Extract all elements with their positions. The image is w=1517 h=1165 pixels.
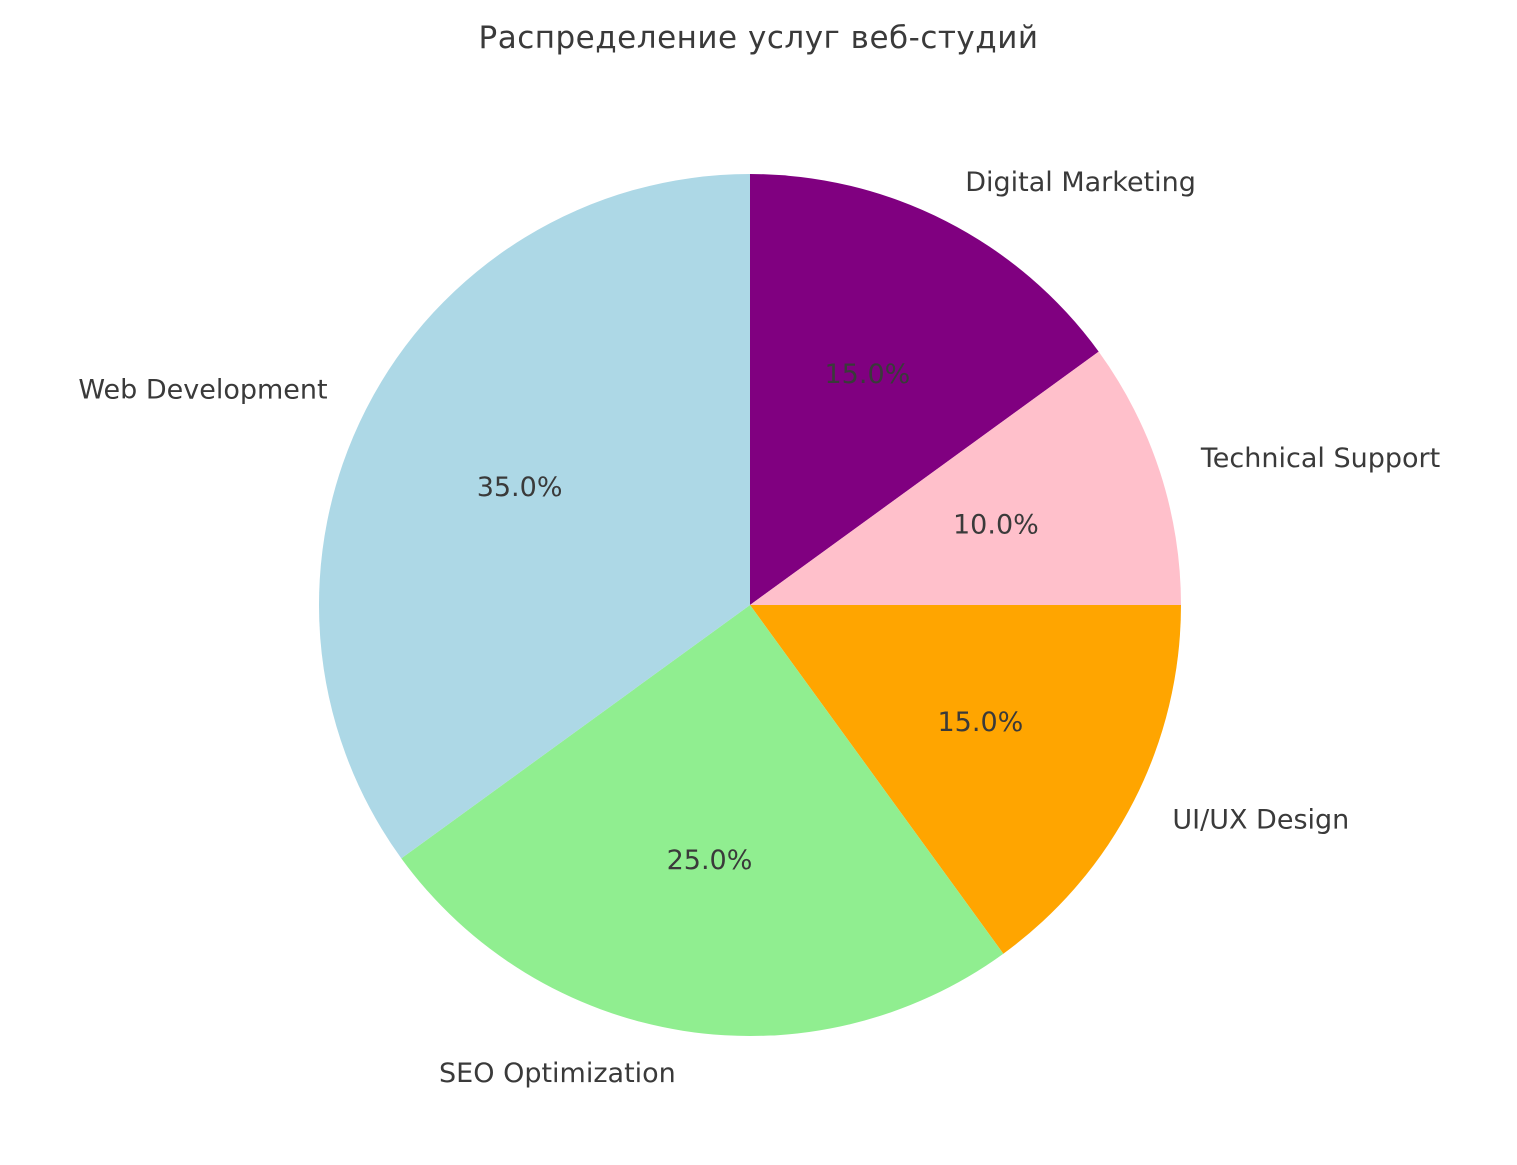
slice-label-web-development: Web Development xyxy=(78,374,327,405)
pie-slice-technical-support xyxy=(750,351,1181,605)
pct-label-seo-optimization: 25.0% xyxy=(667,845,753,876)
slice-label-digital-marketing: Digital Marketing xyxy=(965,167,1196,198)
slice-label-ui-ux-design: UI/UX Design xyxy=(1172,805,1349,836)
pct-label-technical-support: 10.0% xyxy=(953,510,1039,541)
pct-label-ui-ux-design: 15.0% xyxy=(938,707,1024,738)
slice-label-technical-support: Technical Support xyxy=(1200,443,1440,474)
pct-label-digital-marketing: 15.0% xyxy=(825,359,911,390)
pie-slice-seo-optimization xyxy=(401,605,1004,1037)
chart-title: Распределение услуг веб-студий xyxy=(478,20,1039,56)
pie-slice-web-development xyxy=(318,173,750,859)
pie-slice-digital-marketing xyxy=(750,174,1099,605)
slice-label-seo-optimization: SEO Optimization xyxy=(439,1058,676,1089)
pie-slice-ui-ux-design xyxy=(750,605,1181,954)
pct-label-web-development: 35.0% xyxy=(477,472,563,503)
